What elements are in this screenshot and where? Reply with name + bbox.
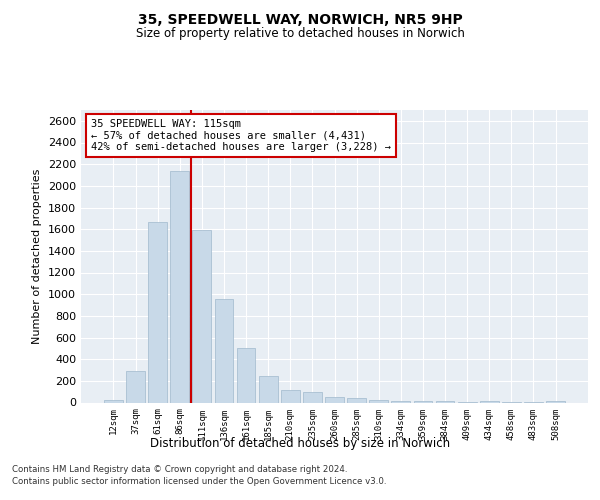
Bar (259, 376, 278, 402)
Text: 35, SPEEDWELL WAY, NORWICH, NR5 9HP: 35, SPEEDWELL WAY, NORWICH, NR5 9HP (137, 12, 463, 26)
Bar (347, 398, 366, 402)
Bar (193, 230, 211, 402)
Bar (370, 400, 388, 402)
Bar (170, 170, 189, 402)
Bar (126, 371, 145, 402)
Bar (281, 390, 299, 402)
Bar (325, 396, 344, 402)
Y-axis label: Number of detached properties: Number of detached properties (32, 168, 43, 344)
Text: Distribution of detached houses by size in Norwich: Distribution of detached houses by size … (150, 438, 450, 450)
Bar (391, 401, 410, 402)
Bar (215, 298, 233, 403)
Bar (104, 400, 123, 402)
Bar (148, 222, 167, 402)
Bar (303, 392, 322, 402)
Text: Size of property relative to detached houses in Norwich: Size of property relative to detached ho… (136, 28, 464, 40)
Text: 35 SPEEDWELL WAY: 115sqm
← 57% of detached houses are smaller (4,431)
42% of sem: 35 SPEEDWELL WAY: 115sqm ← 57% of detach… (91, 119, 391, 152)
Bar (546, 401, 565, 402)
Bar (480, 401, 499, 402)
Text: Contains public sector information licensed under the Open Government Licence v3: Contains public sector information licen… (12, 478, 386, 486)
Text: Contains HM Land Registry data © Crown copyright and database right 2024.: Contains HM Land Registry data © Crown c… (12, 465, 347, 474)
Bar (236, 348, 256, 403)
Bar (413, 401, 433, 402)
